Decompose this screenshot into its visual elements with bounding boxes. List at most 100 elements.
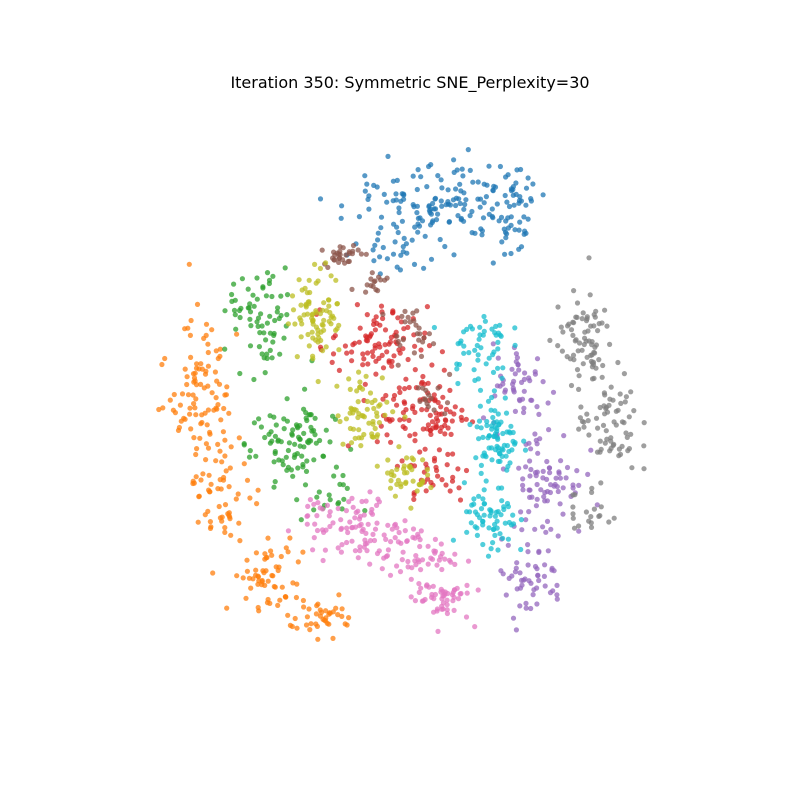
scatter-point-series-1 xyxy=(193,412,199,418)
scatter-point-series-4 xyxy=(520,482,526,488)
scatter-point-series-2 xyxy=(340,482,346,488)
scatter-point-series-2 xyxy=(302,386,308,392)
scatter-point-series-2 xyxy=(284,312,290,318)
scatter-point-series-2 xyxy=(237,370,243,377)
scatter-point-series-2 xyxy=(255,323,261,329)
scatter-point-series-0 xyxy=(394,177,400,183)
scatter-point-series-0 xyxy=(380,244,386,251)
scatter-point-series-4 xyxy=(529,494,535,500)
scatter-point-series-4 xyxy=(530,592,536,598)
scatter-point-series-2 xyxy=(222,346,228,352)
scatter-point-series-6 xyxy=(464,590,470,596)
scatter-point-series-7 xyxy=(622,399,628,405)
scatter-point-series-9 xyxy=(450,537,456,543)
scatter-point-series-0 xyxy=(453,202,459,209)
scatter-point-series-9 xyxy=(492,330,498,336)
scatter-point-series-7 xyxy=(580,361,586,367)
scatter-point-series-3 xyxy=(428,431,434,437)
scatter-point-series-2 xyxy=(307,412,313,418)
scatter-point-series-6 xyxy=(432,591,438,598)
points-layer xyxy=(156,147,647,642)
scatter-point-series-0 xyxy=(404,250,410,256)
scatter-point-series-6 xyxy=(304,521,310,527)
scatter-point-series-3 xyxy=(400,410,406,416)
scatter-point-series-9 xyxy=(485,398,492,404)
scatter-point-series-3 xyxy=(407,433,413,439)
scatter-point-series-9 xyxy=(518,546,524,553)
scatter-point-series-8 xyxy=(320,322,326,328)
scatter-point-series-7 xyxy=(624,434,630,440)
scatter-point-series-9 xyxy=(507,460,513,466)
scatter-point-series-0 xyxy=(443,202,449,208)
scatter-point-series-3 xyxy=(356,339,362,345)
scatter-point-series-0 xyxy=(499,239,505,245)
scatter-point-series-9 xyxy=(478,470,484,476)
scatter-point-series-8 xyxy=(420,457,426,463)
scatter-point-series-1 xyxy=(318,609,325,616)
scatter-point-series-6 xyxy=(376,499,382,505)
scatter-point-series-8 xyxy=(388,472,395,478)
scatter-point-series-1 xyxy=(200,471,206,477)
scatter-point-series-4 xyxy=(537,436,543,442)
scatter-point-series-7 xyxy=(641,466,647,472)
scatter-point-series-1 xyxy=(223,468,229,474)
scatter-point-series-9 xyxy=(495,339,501,345)
scatter-point-series-8 xyxy=(334,301,340,307)
scatter-point-series-3 xyxy=(402,386,408,392)
scatter-point-series-3 xyxy=(383,416,390,422)
scatter-point-series-2 xyxy=(333,464,339,470)
scatter-point-series-0 xyxy=(483,194,489,200)
scatter-point-series-6 xyxy=(367,538,374,544)
scatter-point-series-8 xyxy=(299,287,305,293)
scatter-point-series-0 xyxy=(390,251,397,257)
scatter-point-series-5 xyxy=(400,337,406,343)
scatter-point-series-0 xyxy=(528,196,534,202)
scatter-point-series-5 xyxy=(375,288,381,294)
scatter-point-series-7 xyxy=(577,415,584,421)
scatter-point-series-3 xyxy=(412,431,418,437)
scatter-point-series-4 xyxy=(535,450,541,456)
scatter-point-series-9 xyxy=(476,418,483,424)
scatter-point-series-4 xyxy=(544,518,551,525)
scatter-point-series-4 xyxy=(510,615,517,621)
scatter-point-series-4 xyxy=(509,366,515,372)
scatter-point-series-0 xyxy=(479,232,485,238)
scatter-point-series-4 xyxy=(532,526,538,532)
scatter-point-series-4 xyxy=(560,485,566,491)
scatter-point-series-7 xyxy=(555,304,561,310)
scatter-point-series-6 xyxy=(429,594,435,601)
scatter-point-series-4 xyxy=(570,482,576,488)
scatter-point-series-6 xyxy=(465,558,472,564)
scatter-point-series-3 xyxy=(342,343,348,349)
scatter-point-series-1 xyxy=(221,405,227,412)
scatter-point-series-8 xyxy=(367,390,374,396)
scatter-point-series-6 xyxy=(349,525,355,531)
scatter-point-series-5 xyxy=(423,387,429,393)
scatter-point-series-3 xyxy=(349,358,355,364)
scatter-point-series-8 xyxy=(323,260,329,266)
scatter-point-series-0 xyxy=(467,213,473,219)
scatter-point-series-1 xyxy=(222,453,228,459)
scatter-point-series-6 xyxy=(349,495,355,501)
scatter-point-series-1 xyxy=(228,532,234,538)
scatter-point-series-8 xyxy=(414,488,420,494)
scatter-point-series-4 xyxy=(546,465,553,471)
scatter-point-series-8 xyxy=(398,484,404,490)
scatter-point-series-1 xyxy=(294,625,300,631)
scatter-point-series-5 xyxy=(394,333,400,339)
scatter-point-series-0 xyxy=(317,196,324,202)
scatter-point-series-2 xyxy=(264,351,270,357)
scatter-point-series-1 xyxy=(197,435,203,441)
scatter-point-series-8 xyxy=(305,331,311,338)
scatter-point-series-4 xyxy=(532,369,538,375)
scatter-point-series-4 xyxy=(526,509,532,515)
scatter-point-series-0 xyxy=(497,163,503,170)
scatter-point-series-9 xyxy=(495,365,501,371)
scatter-point-series-2 xyxy=(254,319,260,325)
scatter-point-series-0 xyxy=(339,203,345,209)
scatter-point-series-2 xyxy=(272,317,278,324)
scatter-point-series-2 xyxy=(271,332,277,338)
scatter-point-series-1 xyxy=(184,381,190,388)
scatter-point-series-9 xyxy=(472,524,478,530)
scatter-point-series-7 xyxy=(603,428,609,434)
